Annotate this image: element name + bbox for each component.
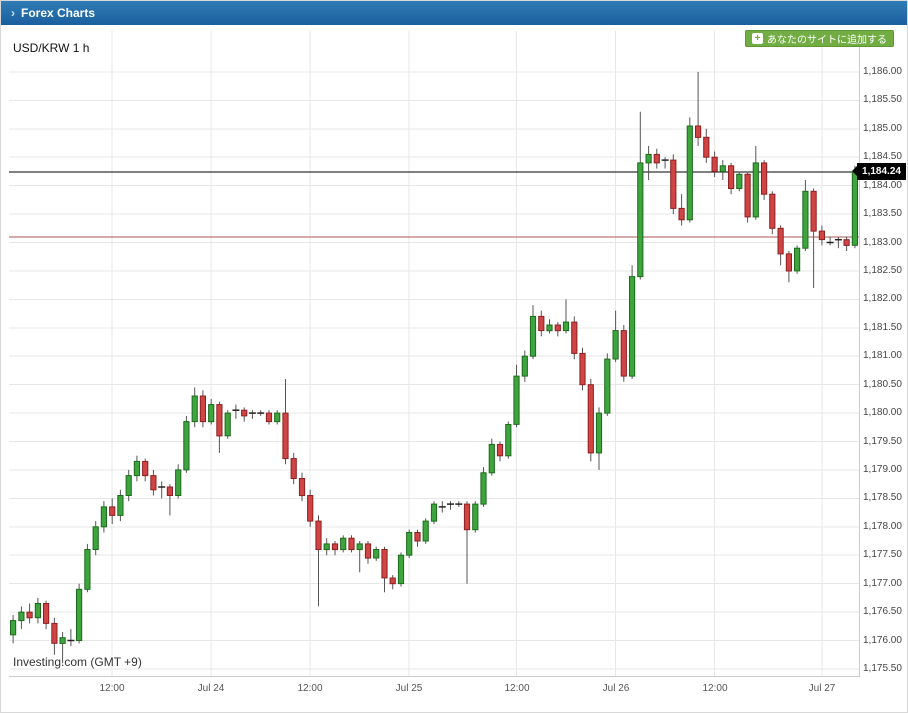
y-tick-label: 1,184.50: [863, 151, 902, 162]
y-tick-label: 1,182.00: [863, 293, 902, 304]
y-tick-label: 1,179.00: [863, 464, 902, 475]
y-tick-label: 1,181.00: [863, 350, 902, 361]
candles: [10, 71, 858, 664]
y-tick-label: 1,180.50: [863, 379, 902, 390]
x-tick-label: 12:00: [99, 683, 125, 694]
y-tick-label: 1,175.50: [863, 663, 902, 674]
candlestick-plot[interactable]: [9, 31, 860, 677]
y-tick-label: 1,185.50: [863, 94, 902, 105]
v-gridlines: [111, 31, 823, 676]
plus-icon: +: [752, 33, 763, 44]
y-tick-label: 1,182.50: [863, 265, 902, 276]
add-to-site-label: あなたのサイトに追加する: [767, 35, 887, 46]
x-tick-label: Jul 26: [602, 683, 630, 694]
y-tick-label: 1,184.00: [863, 180, 902, 191]
x-tick-label: Jul 27: [808, 683, 836, 694]
add-to-site-button[interactable]: + あなたのサイトに追加する: [745, 30, 894, 47]
y-tick-label: 1,185.00: [863, 123, 902, 134]
widget-title: Forex Charts: [21, 6, 96, 20]
x-tick-label: Jul 25: [395, 683, 423, 694]
time-axis[interactable]: 12:00 Jul 24 12:00 Jul 25 12:00 Jul 26 12:00 Ju…: [9, 683, 859, 701]
x-tick-label: 12:00: [702, 683, 728, 694]
last-price-value: 1,184.24: [862, 166, 901, 177]
y-tick-label: 1,177.50: [863, 549, 902, 560]
chart-region: 1,186.00 1,185.50 1,185.00 1,184.50 1,184.00…: [1, 25, 907, 712]
price-axis[interactable]: 1,186.00 1,185.50 1,185.00 1,184.50 1,184.00…: [863, 31, 907, 676]
y-tick-label: 1,183.50: [863, 208, 902, 219]
chevron-right-icon: ›: [11, 6, 15, 20]
y-tick-label: 1,183.00: [863, 237, 902, 248]
y-tick-label: 1,176.00: [863, 635, 902, 646]
x-tick-label: 12:00: [504, 683, 530, 694]
y-tick-label: 1,178.00: [863, 521, 902, 532]
last-price-tag: 1,184.24: [852, 163, 906, 180]
y-tick-label: 1,176.50: [863, 606, 902, 617]
watermark: Investing.com (GMT +9): [13, 655, 142, 669]
y-tick-label: 1,177.00: [863, 578, 902, 589]
x-tick-label: Jul 24: [197, 683, 225, 694]
y-tick-label: 1,178.50: [863, 492, 902, 503]
y-tick-label: 1,186.00: [863, 66, 902, 77]
symbol-label: USD/KRW 1 h: [13, 41, 90, 55]
h-gridlines: [9, 71, 859, 670]
widget-header: › Forex Charts: [1, 1, 907, 25]
x-tick-label: 12:00: [297, 683, 323, 694]
y-tick-label: 1,181.50: [863, 322, 902, 333]
y-tick-label: 1,179.50: [863, 436, 902, 447]
y-tick-label: 1,180.00: [863, 407, 902, 418]
